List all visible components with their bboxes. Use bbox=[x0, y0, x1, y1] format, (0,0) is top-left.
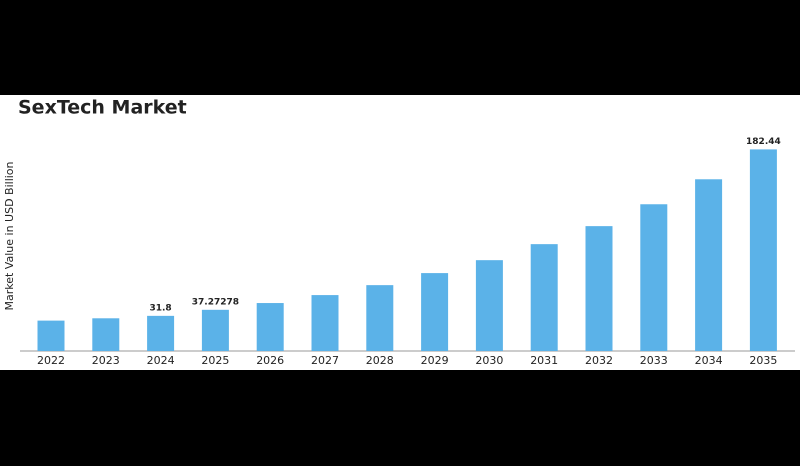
value-label: 182.44 bbox=[746, 137, 781, 147]
chart-background bbox=[0, 95, 800, 370]
bar bbox=[366, 285, 394, 351]
x-tick-label: 2026 bbox=[256, 354, 284, 367]
bar bbox=[421, 273, 449, 351]
bar bbox=[201, 309, 229, 351]
bar bbox=[749, 149, 777, 351]
bar bbox=[640, 204, 668, 351]
x-tick-label: 2035 bbox=[749, 354, 777, 367]
chart-title: SexTech Market bbox=[18, 97, 187, 119]
x-tick-label: 2029 bbox=[421, 354, 449, 367]
x-tick-label: 2023 bbox=[92, 354, 120, 367]
x-tick-label: 2027 bbox=[311, 354, 339, 367]
bar bbox=[147, 315, 175, 351]
bar bbox=[92, 318, 120, 351]
value-label: 31.8 bbox=[149, 303, 171, 313]
x-tick-label: 2028 bbox=[366, 354, 394, 367]
x-tick-label: 2030 bbox=[475, 354, 503, 367]
bar bbox=[37, 320, 65, 351]
bar bbox=[695, 179, 723, 351]
x-tick-label: 2034 bbox=[695, 354, 723, 367]
bar bbox=[530, 244, 558, 351]
bar bbox=[256, 303, 284, 351]
value-label: 37.27278 bbox=[192, 297, 239, 307]
bar bbox=[311, 295, 339, 351]
x-tick-label: 2033 bbox=[640, 354, 668, 367]
bar bbox=[475, 260, 503, 351]
y-axis-label: Market Value in USD Billion bbox=[3, 161, 16, 310]
x-tick-label: 2024 bbox=[147, 354, 175, 367]
x-tick-label: 2022 bbox=[37, 354, 65, 367]
x-tick-label: 2031 bbox=[530, 354, 558, 367]
x-tick-label: 2025 bbox=[201, 354, 229, 367]
x-tick-label: 2032 bbox=[585, 354, 613, 367]
bar bbox=[585, 226, 613, 351]
